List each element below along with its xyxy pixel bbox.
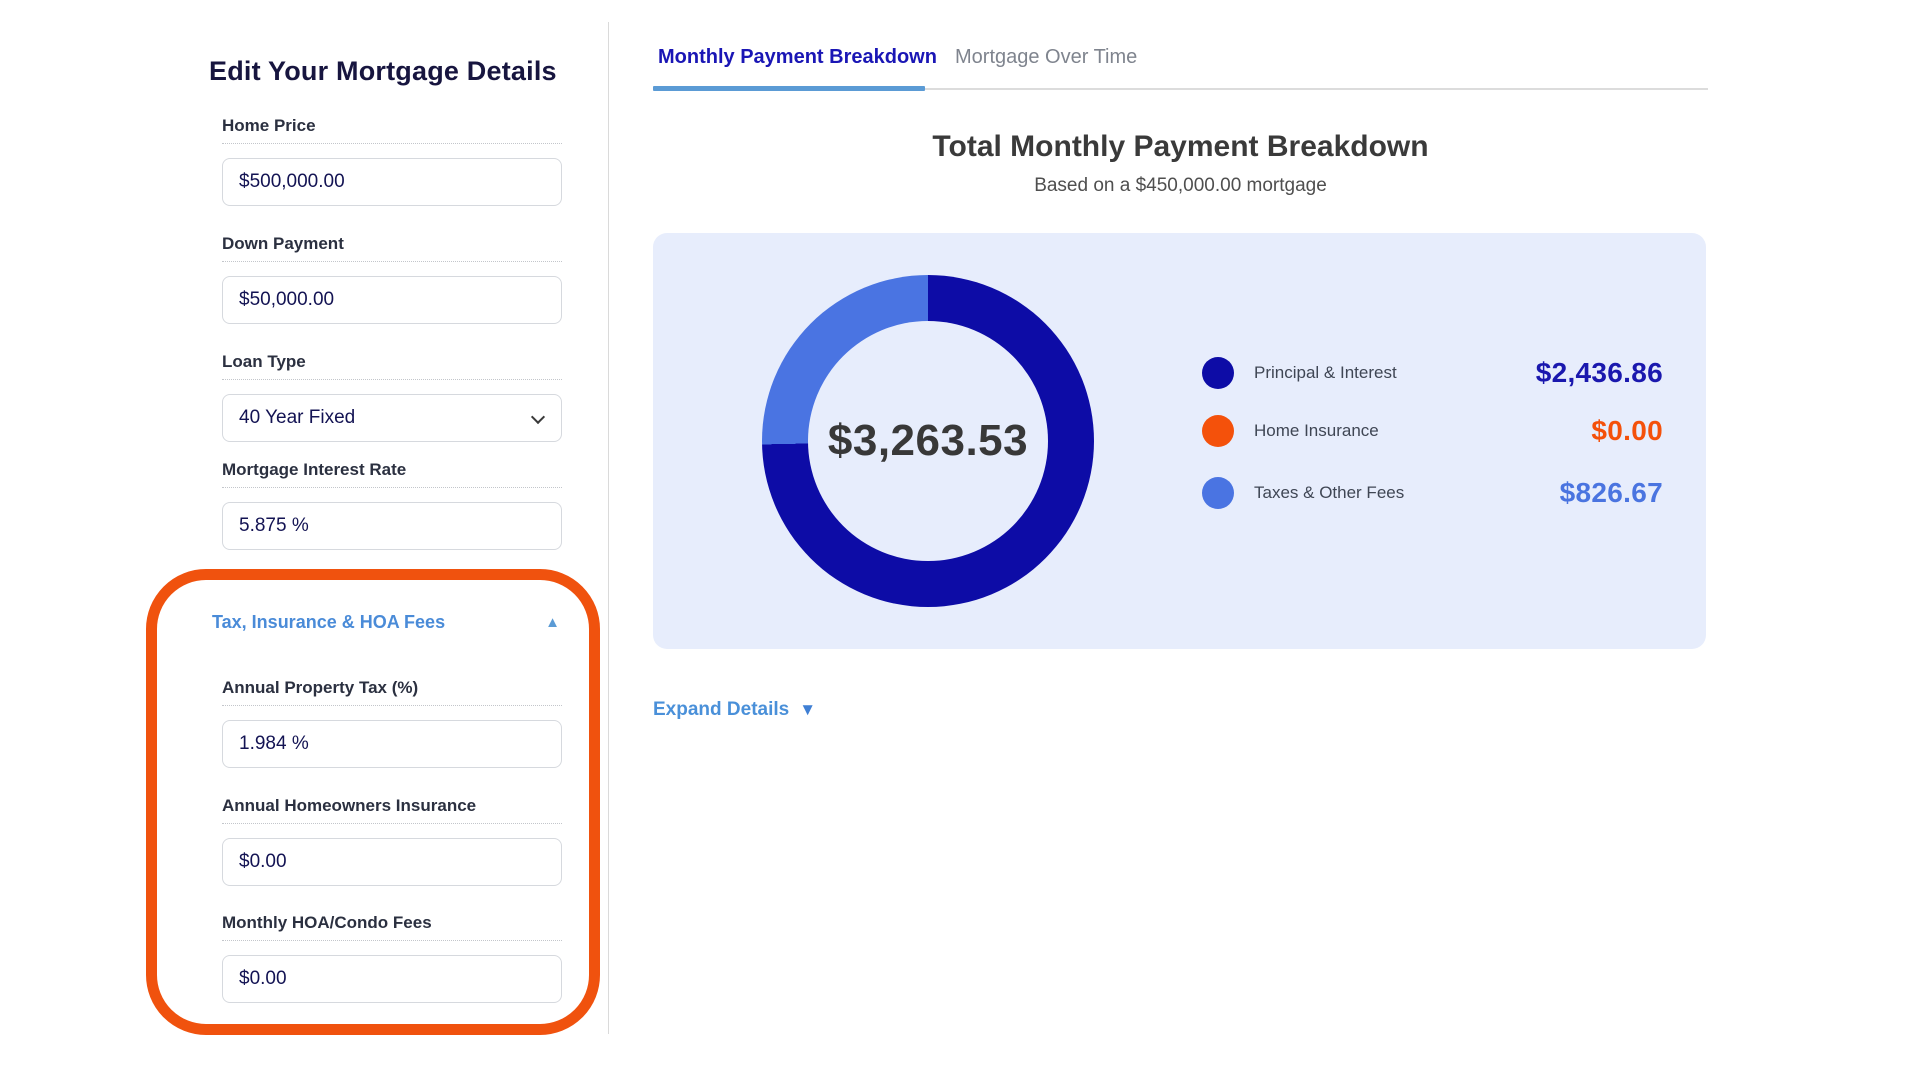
donut-chart: $3,263.53 [762,275,1094,607]
expand-details-button[interactable]: Expand Details ▼ [653,699,816,721]
legend-item-home-insurance: Home Insurance $0.00 [1202,414,1663,447]
hoa-fees-input[interactable] [222,955,562,1003]
chevron-down-icon [530,409,546,425]
home-price-input[interactable] [222,158,562,206]
legend-label-home-insurance: Home Insurance [1254,420,1379,440]
homeowners-insurance-field-group: Annual Homeowners Insurance [222,796,562,886]
form-title: Edit Your Mortgage Details [209,56,557,86]
legend-label-taxes-other-fees: Taxes & Other Fees [1254,482,1405,502]
down-payment-field-group: Down Payment [222,234,562,324]
page-title: Total Monthly Payment Breakdown [932,130,1429,163]
legend-value-principal-interest: $2,436.86 [1535,356,1663,388]
tax-section-title: Tax, Insurance & HOA Fees [212,612,446,632]
property-tax-field-group: Annual Property Tax (%) [222,678,562,768]
tax-section-toggle[interactable]: Tax, Insurance & HOA Fees ▲ [212,612,560,633]
mortgage-details-form: Edit Your Mortgage Details Home Price Do… [209,0,569,1071]
loan-type-select[interactable]: 40 Year Fixed [222,394,562,442]
loan-type-selected-value: 40 Year Fixed [239,407,356,428]
interest-rate-label: Mortgage Interest Rate [222,460,562,488]
down-payment-label: Down Payment [222,234,562,262]
legend-label-principal-interest: Principal & Interest [1254,362,1397,382]
legend-item-taxes-other-fees: Taxes & Other Fees $826.67 [1202,476,1663,509]
property-tax-label: Annual Property Tax (%) [222,678,562,706]
legend-value-taxes-other-fees: $826.67 [1559,476,1663,508]
homeowners-insurance-input[interactable] [222,838,562,886]
donut-hole: $3,263.53 [808,321,1048,561]
tab-bar-baseline [653,88,1708,90]
tab-mortgage-over-time[interactable]: Mortgage Over Time [955,46,1138,68]
tab-bar: Monthly Payment Breakdown Mortgage Over … [653,36,1708,91]
page-subtitle: Based on a $450,000.00 mortgage [1034,175,1327,196]
homeowners-insurance-label: Annual Homeowners Insurance [222,796,562,824]
legend-value-home-insurance: $0.00 [1591,414,1663,446]
vertical-divider [608,22,609,1034]
legend-swatch-home-insurance [1202,414,1234,447]
donut-total-value: $3,263.53 [827,416,1029,465]
legend-swatch-principal-interest [1202,356,1234,389]
interest-rate-field-group: Mortgage Interest Rate [222,460,562,550]
home-price-label: Home Price [222,116,562,144]
payment-breakdown-panel: $3,263.53 Principal & Interest $2,436.86… [653,233,1706,649]
expand-details-label: Expand Details [653,699,790,720]
home-price-field-group: Home Price [222,116,562,206]
caret-down-icon: ▼ [799,700,817,719]
loan-type-label: Loan Type [222,352,562,380]
loan-type-field-group: Loan Type 40 Year Fixed [222,352,562,442]
legend-swatch-taxes-other-fees [1202,476,1234,509]
interest-rate-input[interactable] [222,502,562,550]
active-tab-underline [653,86,925,91]
property-tax-input[interactable] [222,720,562,768]
tab-monthly-payment-breakdown[interactable]: Monthly Payment Breakdown [658,46,937,68]
down-payment-input[interactable] [222,276,562,324]
hoa-fees-label: Monthly HOA/Condo Fees [222,913,562,941]
collapse-up-icon: ▲ [545,614,560,631]
hoa-fees-field-group: Monthly HOA/Condo Fees [222,913,562,1003]
legend-item-principal-interest: Principal & Interest $2,436.86 [1202,356,1663,389]
